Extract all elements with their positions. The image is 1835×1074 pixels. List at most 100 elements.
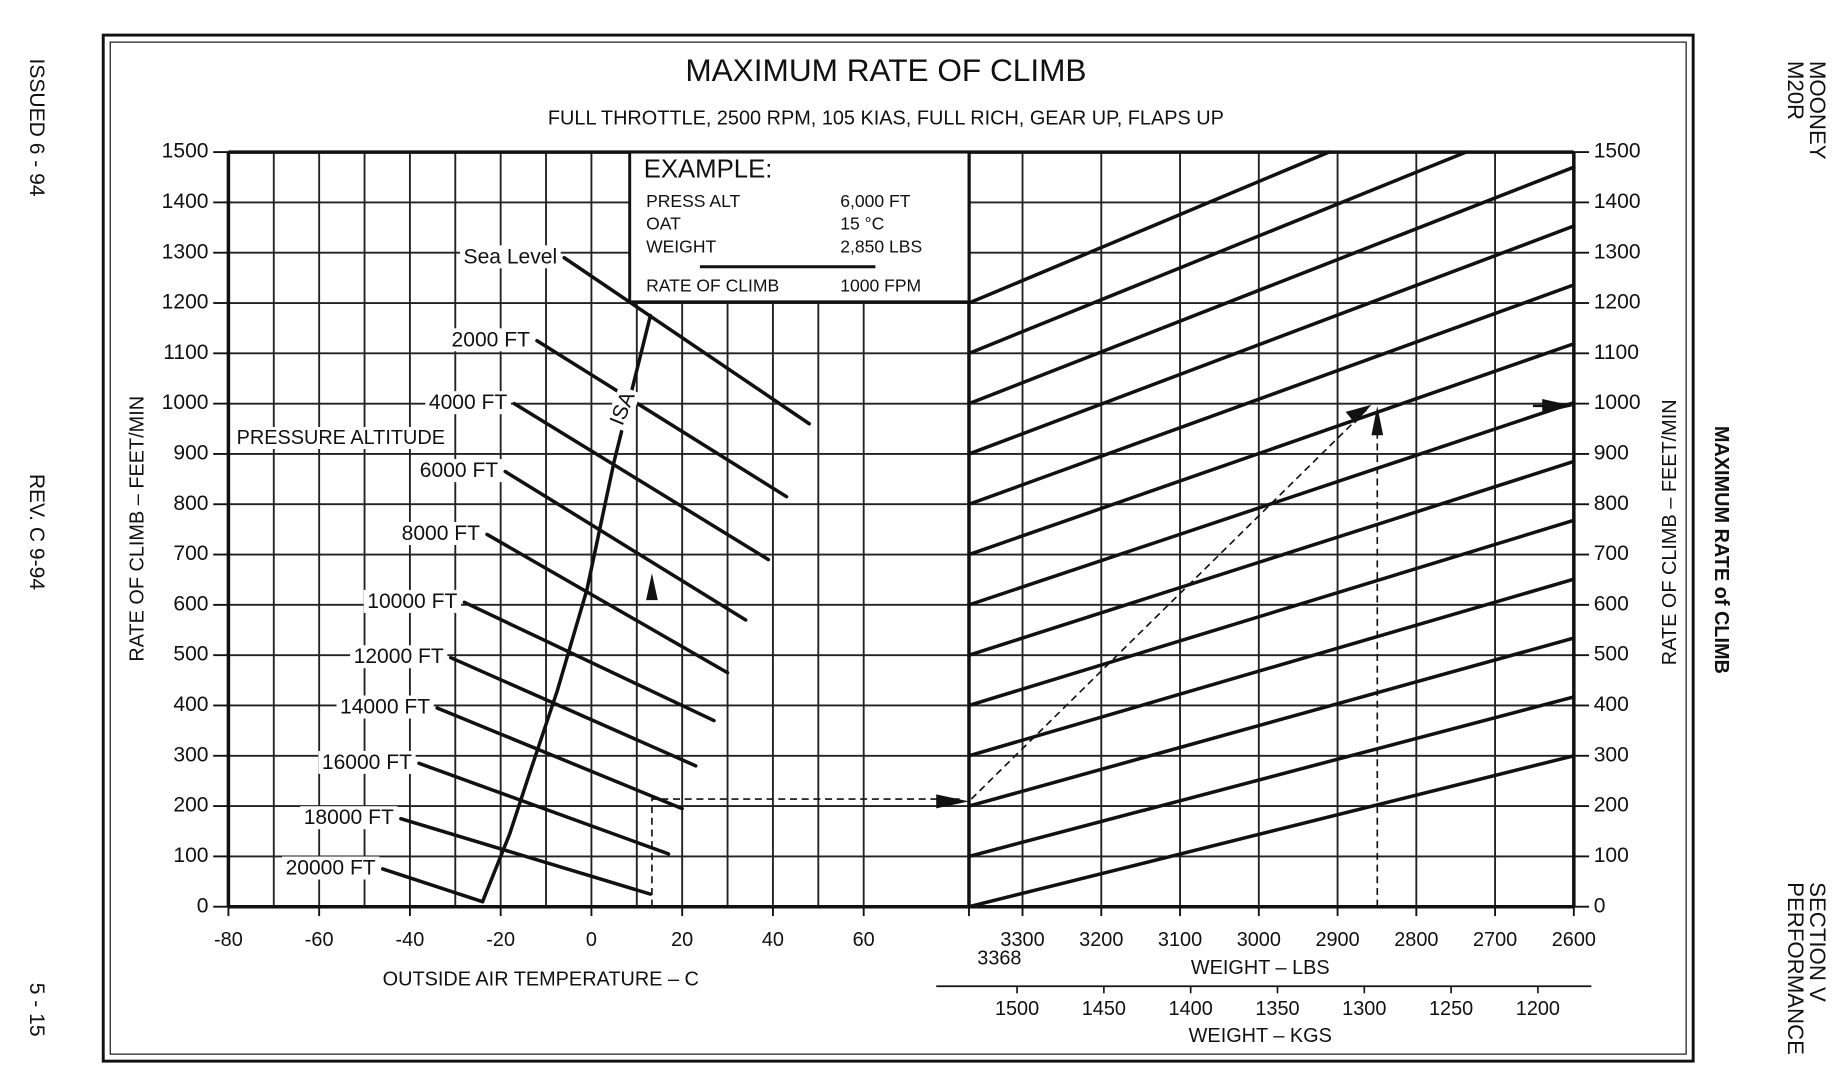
y-tick-label: 200 — [173, 794, 208, 817]
example-dash — [651, 798, 960, 907]
chart-subtitle: FULL THROTTLE, 2500 RPM, 105 KIAS, FULL … — [548, 108, 1224, 130]
series-line — [967, 150, 1468, 356]
x-tick-label: -60 — [305, 929, 334, 951]
y-tick-label: 1000 — [1594, 391, 1641, 414]
y-tick-label: 1000 — [162, 391, 209, 414]
y-tick-label: 400 — [173, 693, 208, 716]
label-background — [318, 750, 416, 774]
y-tick-label: 1400 — [162, 190, 209, 213]
label-background — [300, 806, 398, 830]
series-line — [967, 342, 1576, 557]
series-line — [967, 695, 1576, 859]
series-line — [480, 313, 653, 904]
example-heading: EXAMPLE: — [644, 156, 773, 184]
outer-frame — [101, 33, 1695, 1063]
series-label: 12000 FT — [354, 645, 444, 668]
series-line — [503, 469, 748, 622]
label-background — [604, 385, 641, 432]
x-tick-label: 60 — [853, 929, 875, 951]
y-tick-label: 700 — [1594, 542, 1629, 565]
y-tick-label: 200 — [1594, 794, 1629, 817]
y-tick-label: 600 — [1594, 592, 1629, 615]
x-tick-label: 0 — [586, 929, 597, 951]
x-tick-label: 2700 — [1473, 929, 1517, 951]
x-axis-title: OUTSIDE AIR TEMPERATURE – C — [383, 969, 699, 991]
series-label: 4000 FT — [429, 391, 508, 414]
y-axis-title: RATE OF CLIMB – FEET/MIN — [1659, 399, 1681, 665]
y-tick-label: 100 — [173, 844, 208, 867]
label-background — [460, 245, 561, 269]
example-label: WEIGHT — [646, 237, 716, 257]
y-tick-label: 400 — [1594, 693, 1629, 716]
series-line — [967, 150, 1331, 305]
y-tick-label: 500 — [173, 643, 208, 666]
series-line — [967, 400, 1576, 607]
series-line — [380, 867, 485, 904]
series-line — [967, 577, 1576, 758]
series-label: 2000 FT — [452, 328, 531, 351]
label-background — [282, 856, 380, 880]
margin-text: REV. C 9-94 — [25, 474, 48, 591]
x-tick-label: 3100 — [1158, 929, 1202, 951]
margin-text: MOONEY — [1805, 61, 1830, 160]
label-background — [416, 459, 502, 483]
x-tick-label: 3000 — [1237, 929, 1281, 951]
series — [380, 150, 1576, 909]
y-tick-label: 0 — [197, 894, 209, 917]
y-tick-label: 900 — [173, 441, 208, 464]
x-tick-label: -80 — [214, 929, 243, 951]
x2-tick-label: 1400 — [1169, 998, 1213, 1020]
series-line — [417, 761, 671, 856]
x-tick-label: 2600 — [1552, 929, 1596, 951]
x-tick-label: 20 — [671, 929, 693, 951]
margin-text: 5 - 15 — [25, 983, 48, 1037]
series-line — [448, 655, 698, 768]
label-background — [425, 391, 511, 415]
series-line — [967, 636, 1576, 808]
labels: 0100200300400500600700800900100011001200… — [162, 140, 1641, 1020]
example-label: RATE OF CLIMB — [646, 275, 779, 295]
x-tick-label: -20 — [486, 929, 515, 951]
margin-text: M20R — [1783, 61, 1808, 120]
example-box — [628, 150, 971, 304]
series-line — [967, 518, 1576, 708]
arrow — [1542, 398, 1574, 413]
y-tick-label: 800 — [173, 492, 208, 515]
series-line — [562, 255, 811, 426]
example-label: OAT — [646, 213, 681, 233]
example-value: 2,850 LBS — [840, 237, 922, 257]
x-tick-label: -40 — [396, 929, 425, 951]
series-line — [399, 816, 653, 896]
series-label: Sea Level — [464, 245, 558, 268]
y-tick-label: 1500 — [162, 140, 209, 163]
series-line — [462, 600, 716, 723]
y-tick-label: 500 — [1594, 643, 1629, 666]
y-tick-label: 300 — [173, 743, 208, 766]
y-tick-label: 900 — [1594, 441, 1629, 464]
x2-tick-label: 1200 — [1516, 998, 1560, 1020]
side-label: MAXIMUM RATE of CLIMB — [1710, 426, 1732, 674]
series-line — [967, 459, 1576, 657]
x2-tick-label: 1500 — [995, 998, 1039, 1020]
series-line — [535, 338, 789, 499]
series-label: 16000 FT — [322, 751, 412, 774]
arrow — [1345, 404, 1372, 424]
y-tick-label: 600 — [173, 592, 208, 615]
series-label: 6000 FT — [420, 459, 499, 482]
example-dash — [970, 408, 1368, 800]
margin-text: SECTION V — [1805, 882, 1830, 1002]
y-tick-label: 700 — [173, 542, 208, 565]
y-tick-label: 0 — [1594, 894, 1606, 917]
label-background — [363, 589, 461, 613]
y-tick-label: 1100 — [1594, 341, 1639, 364]
label-background — [448, 328, 534, 352]
series-line — [967, 283, 1576, 506]
arrow — [646, 573, 658, 601]
y-tick-label: 1300 — [1594, 240, 1641, 263]
annotation: PRESSURE ALTITUDE — [237, 427, 445, 449]
x-tick-label: 3300 — [1000, 929, 1044, 951]
y-tick-label: 1500 — [1594, 140, 1641, 163]
x-tick-label: 2900 — [1315, 929, 1359, 951]
y-tick-label: 1300 — [162, 240, 209, 263]
